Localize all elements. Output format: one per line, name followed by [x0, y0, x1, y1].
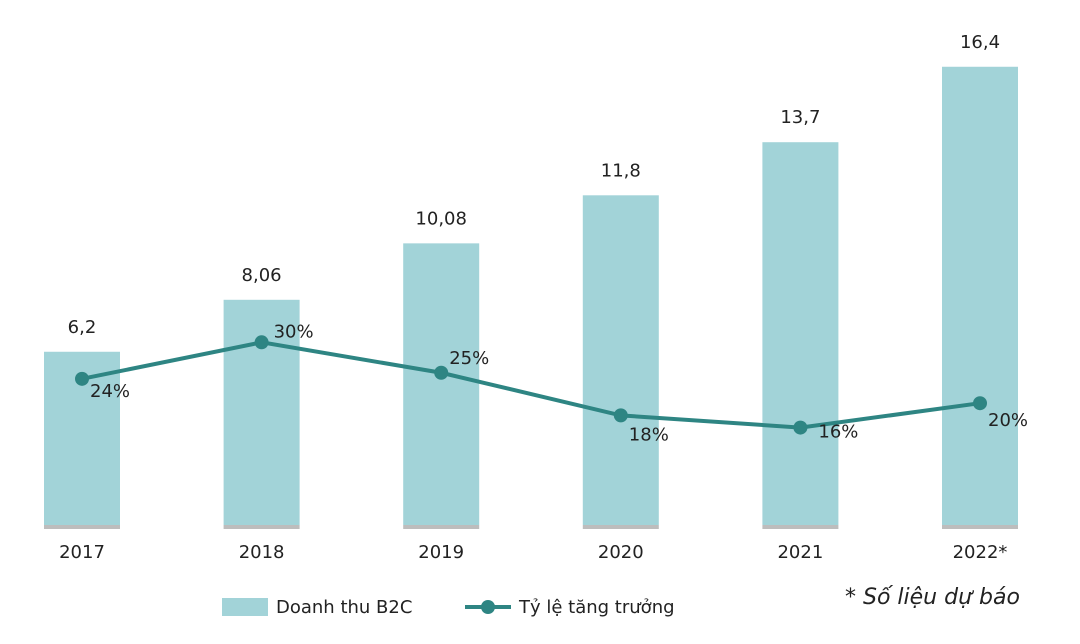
- baseline-segment: [942, 525, 1018, 529]
- line-point: [75, 371, 89, 386]
- x-tick-label: 2018: [239, 542, 285, 563]
- line-point: [434, 365, 449, 380]
- line-point: [254, 335, 269, 350]
- legend-swatch: [481, 600, 495, 614]
- x-tick-label: 2022*: [953, 542, 1008, 563]
- bar: [762, 142, 839, 526]
- baseline-segment: [223, 525, 300, 529]
- x-tick-label: 2020: [598, 542, 644, 563]
- line-point: [613, 408, 628, 423]
- line-value-label: 24%: [90, 381, 130, 402]
- bar: [403, 243, 480, 525]
- bar-value-label: 8,06: [242, 265, 282, 286]
- x-tick-label: 2017: [59, 542, 105, 563]
- line-value-label: 30%: [274, 321, 314, 342]
- line-value-label: 20%: [988, 410, 1028, 431]
- bar-value-label: 13,7: [780, 107, 820, 128]
- line-point: [973, 396, 987, 411]
- legend-label: Tỷ lệ tăng trưởng: [518, 597, 675, 618]
- x-tick-label: 2019: [418, 542, 464, 563]
- growth-line: [81, 340, 981, 430]
- line-point: [793, 420, 808, 435]
- baseline-segment: [762, 525, 839, 529]
- x-tick-label: 2021: [777, 542, 823, 563]
- baseline-segment: [403, 525, 480, 529]
- footnote: * Số liệu dự báo: [845, 585, 1020, 610]
- bar: [942, 66, 1018, 525]
- baseline-segment: [44, 525, 120, 529]
- bar: [582, 195, 659, 525]
- legend-label: Doanh thu B2C: [276, 597, 412, 618]
- line-value-label: 16%: [818, 422, 858, 443]
- line-value-label: 18%: [629, 424, 669, 445]
- bar-value-label: 16,4: [960, 32, 1000, 53]
- line-value-label: 25%: [449, 348, 489, 369]
- legend-swatch: [222, 598, 268, 616]
- bar-value-label: 11,8: [601, 160, 641, 181]
- baseline-segment: [582, 525, 659, 529]
- bar-value-label: 10,08: [415, 208, 467, 229]
- bar-value-label: 6,2: [68, 317, 97, 338]
